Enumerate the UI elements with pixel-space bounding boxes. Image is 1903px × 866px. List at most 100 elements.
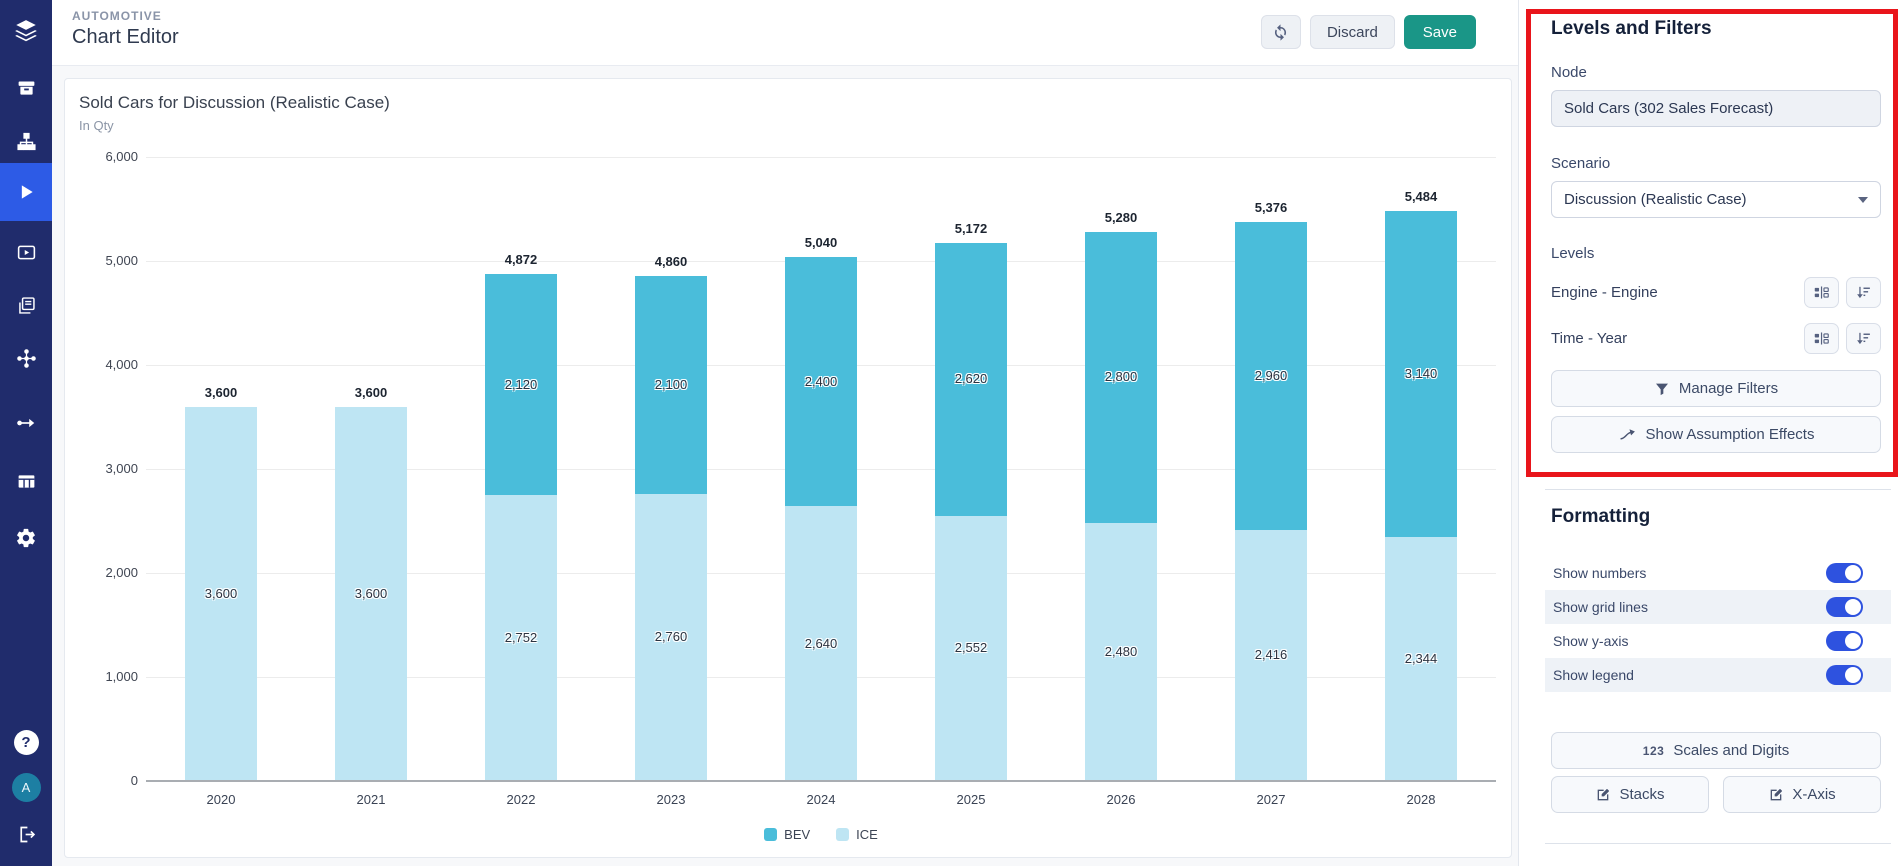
scenario-select[interactable]: Discussion (Realistic Case) xyxy=(1551,181,1881,218)
sidebar-item-archive[interactable] xyxy=(0,66,52,110)
bar-2027-ice xyxy=(1235,529,1307,781)
segment-value-label: 2,752 xyxy=(504,629,538,645)
divider xyxy=(1545,489,1891,490)
levels-structure-button[interactable] xyxy=(1804,276,1839,308)
avatar-initial: A xyxy=(11,772,41,802)
sidebar-item-settings[interactable] xyxy=(0,516,52,560)
refresh-button[interactable] xyxy=(1260,15,1301,49)
bar-2024-bev xyxy=(785,256,857,507)
x-axis-category-label: 2022 xyxy=(506,792,536,807)
123-icon: 123 xyxy=(1642,743,1665,758)
toggle-row-show-grid-lines: Show grid lines xyxy=(1545,590,1891,624)
scales-and-digits-button[interactable]: 123 Scales and Digits xyxy=(1551,732,1881,769)
sidebar-item-flow[interactable] xyxy=(0,401,52,445)
total-value-label: 5,040 xyxy=(804,234,838,250)
layers-logo-icon xyxy=(0,9,52,53)
refresh-icon xyxy=(1275,23,1287,41)
logout-icon[interactable] xyxy=(0,812,52,856)
y-axis-tick: 2,000 xyxy=(105,565,138,580)
x-axis-category-label: 2027 xyxy=(1256,792,1286,807)
x-axis-category-label: 2021 xyxy=(356,792,386,807)
y-axis-tick: 1,000 xyxy=(105,669,138,684)
chart-plot-area: 0 1,000 2,000 3,000 4,000 5,000 6,000 3,600 3,60… xyxy=(65,79,1511,857)
bar-2026-bev xyxy=(1085,231,1157,524)
x-axis-category-label: 2028 xyxy=(1406,792,1436,807)
segment-value-label: 2,620 xyxy=(954,371,988,387)
page-title: Chart Editor xyxy=(72,26,179,48)
toggle-label: Show y-axis xyxy=(1553,633,1629,649)
breadcrumb-eyebrow: AUTOMOTIVE xyxy=(72,9,162,23)
manage-filters-button[interactable]: Manage Filters xyxy=(1551,370,1881,407)
sidebar-item-table[interactable] xyxy=(0,459,52,503)
levels-structure-icon xyxy=(1814,285,1829,299)
sort-descending-icon xyxy=(1857,332,1870,344)
chart-card: Sold Cars for Discussion (Realistic Case… xyxy=(64,78,1512,858)
bar-2025-ice xyxy=(935,515,1007,781)
sort-descending-button[interactable] xyxy=(1846,276,1881,308)
toggle-row-show-legend: Show legend xyxy=(1545,658,1891,692)
stacks-button[interactable]: Stacks xyxy=(1551,776,1709,813)
show-assumption-effects-label: Show Assumption Effects xyxy=(1645,426,1815,443)
x-axis-button[interactable]: X-Axis xyxy=(1723,776,1881,813)
filter-funnel-icon xyxy=(1655,383,1668,395)
sidebar-item-pages[interactable] xyxy=(0,283,52,327)
sidebar-item-hierarchy[interactable] xyxy=(0,119,52,163)
header: AUTOMOTIVE Chart Editor Discard Save xyxy=(52,0,1518,66)
chart-subtitle: In Qty xyxy=(79,118,114,133)
y-axis-tick: 5,000 xyxy=(105,253,138,268)
level-name: Time - Year xyxy=(1551,329,1628,347)
save-button[interactable]: Save xyxy=(1403,15,1476,49)
levels-structure-button[interactable] xyxy=(1804,322,1839,354)
y-axis-tick: 6,000 xyxy=(105,149,138,164)
toggle-switch[interactable] xyxy=(1826,563,1863,583)
level-row-engine: Engine - Engine xyxy=(1551,272,1881,312)
bar-2025-bev xyxy=(935,243,1007,516)
bar-2028-bev xyxy=(1385,210,1457,538)
toggle-row-show-numbers: Show numbers xyxy=(1545,556,1891,590)
bar-2023-bev xyxy=(635,275,707,494)
stacks-label: Stacks xyxy=(1619,786,1665,803)
x-axis-category-label: 2026 xyxy=(1106,792,1136,807)
trend-arrow-icon xyxy=(1619,429,1635,440)
scenario-label: Scenario xyxy=(1551,155,1611,172)
node-value: Sold Cars (302 Sales Forecast) xyxy=(1564,100,1774,117)
show-assumption-effects-button[interactable]: Show Assumption Effects xyxy=(1551,416,1881,453)
x-axis-label: X-Axis xyxy=(1792,786,1836,803)
toggle-label: Show legend xyxy=(1553,667,1634,683)
chevron-down-icon xyxy=(1858,196,1868,203)
bar-2023-ice xyxy=(635,493,707,781)
chart-legend: BEV ICE xyxy=(146,827,1496,842)
sidebar-item-play-active[interactable] xyxy=(0,170,52,214)
legend-label: BEV xyxy=(784,827,811,842)
discard-button[interactable]: Discard xyxy=(1309,15,1395,49)
help-glyph: ? xyxy=(13,729,39,755)
scales-and-digits-label: Scales and Digits xyxy=(1673,742,1790,759)
sidebar-item-video[interactable] xyxy=(0,230,52,274)
total-value-label: 4,860 xyxy=(654,253,688,269)
x-axis-baseline xyxy=(146,780,1496,782)
sidebar: ? A xyxy=(0,0,52,866)
toggle-label: Show numbers xyxy=(1553,565,1647,581)
sidebar-item-network[interactable] xyxy=(0,336,52,380)
gridline xyxy=(146,157,1496,158)
segment-value-label: 2,640 xyxy=(804,635,838,651)
x-axis-category-label: 2025 xyxy=(956,792,986,807)
levels-structure-icon xyxy=(1814,331,1829,345)
toggle-switch[interactable] xyxy=(1826,597,1863,617)
sort-descending-icon xyxy=(1857,286,1870,298)
help-icon[interactable]: ? xyxy=(0,720,52,764)
toggle-switch[interactable] xyxy=(1826,631,1863,651)
segment-value-label: 2,800 xyxy=(1104,369,1138,385)
segment-value-label: 2,416 xyxy=(1254,647,1288,663)
level-row-time: Time - Year xyxy=(1551,318,1881,358)
avatar[interactable]: A xyxy=(0,765,52,809)
legend-item-ice[interactable]: ICE xyxy=(836,827,878,842)
scenario-value: Discussion (Realistic Case) xyxy=(1564,191,1747,208)
bar-2022-bev xyxy=(485,274,557,495)
toggle-switch[interactable] xyxy=(1826,665,1863,685)
bar-2024-ice xyxy=(785,506,857,781)
toggle-knob xyxy=(1845,599,1861,615)
legend-item-bev[interactable]: BEV xyxy=(764,827,810,842)
sort-descending-button[interactable] xyxy=(1846,322,1881,354)
node-field[interactable]: Sold Cars (302 Sales Forecast) xyxy=(1551,90,1881,127)
